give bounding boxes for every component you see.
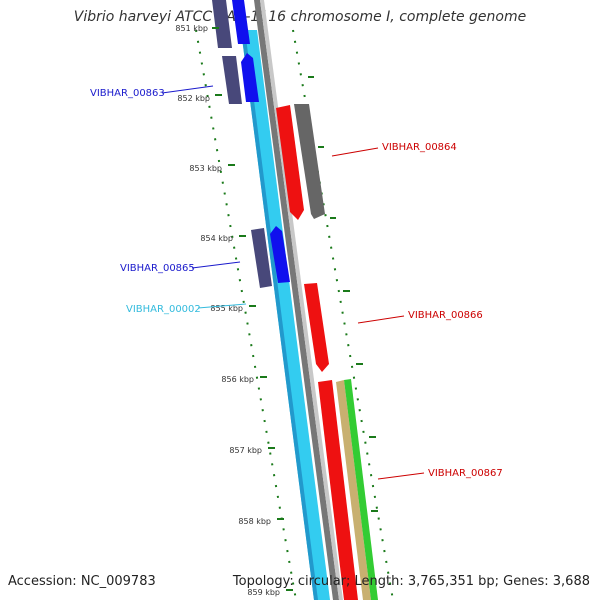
tick-label-854: 854 kbp [200,234,233,243]
cds-arrow-vibhar-00867 [318,380,358,600]
cds-arrow-vibhar-00865 [270,226,290,283]
gene-label-vibhar-00866: VIBHAR_00866 [408,310,483,321]
right-rail-ticks [308,76,378,512]
gene-label-vibhar-00865: VIBHAR_00865 [120,263,195,274]
backbone-track [254,0,339,600]
gene-label-vibhar-00867: VIBHAR_00867 [428,468,503,479]
green-feature-vibhar-00867 [344,379,378,600]
gene-arrow-vibhar-00865 [251,228,272,288]
tick-label-856: 856 kbp [221,375,254,384]
tick-label-852: 852 kbp [177,94,210,103]
topology-summary: Topology: circular; Length: 3,765,351 bp… [232,574,590,589]
rna-feature-shade [241,30,318,600]
gene-arrow-vibhar-00863 [222,56,242,104]
kbp-ticks: 851 kbp 852 kbp 853 kbp 854 kbp 855 kbp … [175,24,293,597]
gene-block-top-dark [212,0,232,48]
backbone-track-light [260,0,343,600]
tick-label-858: 858 kbp [238,517,271,526]
tan-feature-vibhar-00867 [336,380,371,600]
tick-label-855: 855 kbp [210,304,243,313]
gene-label-vibhar-00863: VIBHAR_00863 [90,88,165,99]
cds-block-top-blue [232,0,250,44]
gene-arrow-vibhar-00864 [294,104,325,219]
accession-text: Accession: NC_009783 [8,574,156,589]
cds-arrow-vibhar-00863 [241,53,259,102]
gene-labels: VIBHAR_00863 VIBHAR_00864 VIBHAR_00865 V… [90,85,503,480]
tick-label-859: 859 kbp [247,588,280,597]
gene-label-vibhar-00002: VIBHAR_00002 [126,304,201,315]
gene-label-vibhar-00864: VIBHAR_00864 [382,142,457,153]
tick-label-853: 853 kbp [189,164,222,173]
map-title: Vibrio harveyi ATCC BAA-1116 chromosome … [73,9,527,25]
cds-arrow-vibhar-00866 [304,283,329,372]
cds-arrow-vibhar-00864 [276,105,304,220]
tick-label-857: 857 kbp [229,446,262,455]
tick-label-851: 851 kbp [175,24,208,33]
